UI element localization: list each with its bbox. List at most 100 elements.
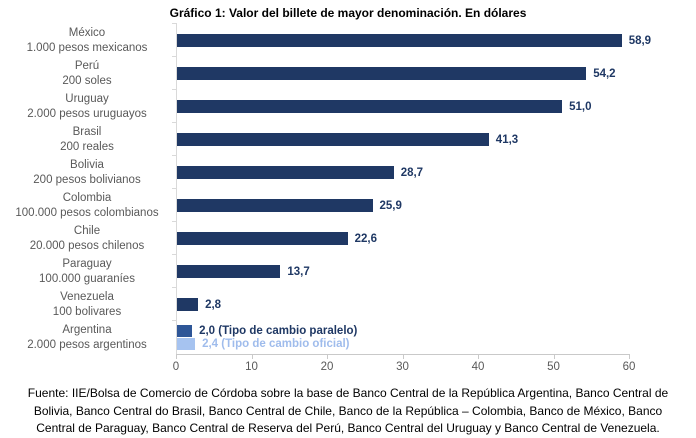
category-label: México 1.000 pesos mexicanos: [0, 24, 176, 57]
plot-cell: 54,2: [172, 56, 696, 90]
chart-row: México 1.000 pesos mexicanos 58,9: [0, 23, 696, 57]
chart-row: Perú 200 soles 54,2: [0, 56, 696, 90]
chart-row: Brasil 200 reales 41,3: [0, 122, 696, 156]
bar-line: 2,0 (Tipo de cambio paralelo): [177, 325, 696, 337]
chart-row: Uruguay 2.000 pesos uruguayos 51,0: [0, 89, 696, 123]
value-bar: [177, 325, 193, 337]
category-denomination: 1.000 pesos mexicanos: [26, 41, 148, 54]
plot-cell: 22,6: [172, 221, 696, 255]
category-label: Uruguay 2.000 pesos uruguayos: [0, 90, 176, 123]
category-label: Chile 20.000 pesos chilenos: [0, 222, 176, 255]
axis-tick: [629, 355, 630, 359]
source-note-line-2: Bolivia, Banco Central do Brasil, Banco …: [33, 403, 663, 418]
value-bar: [177, 199, 373, 212]
category-country: Argentina: [62, 323, 112, 336]
plot-cell: 2,0 (Tipo de cambio paralelo) 2,4 (Tipo d…: [172, 320, 696, 354]
source-note-line-1: Fuente: IIE/Bolsa de Comercio de Córdoba…: [27, 386, 669, 400]
value-bar: [177, 298, 199, 311]
bar-line: 54,2: [177, 67, 696, 80]
chart-row: Paraguay 100.000 guaraníes 13,7: [0, 254, 696, 288]
source-note: Fuente: IIE/Bolsa de Comercio de Córdoba…: [0, 385, 696, 438]
category-label: Perú 200 soles: [0, 57, 176, 90]
value-label: 54,2: [593, 67, 616, 80]
axis-tick: [327, 355, 328, 359]
bar-line: 41,3: [177, 133, 696, 146]
plot-cell: 41,3: [172, 122, 696, 156]
value-label: 41,3: [495, 133, 519, 146]
value-label: 13,7: [287, 265, 310, 278]
value-label: 25,9: [379, 199, 402, 212]
bar-chart: México 1.000 pesos mexicanos 58,9 Perú 200 s…: [0, 23, 696, 379]
axis-tick-label: 60: [622, 361, 636, 373]
category-country: Paraguay: [62, 257, 112, 270]
category-denomination: 20.000 pesos chilenos: [29, 239, 145, 252]
value-bar: [177, 67, 587, 80]
axis-tick-label: 40: [471, 361, 485, 373]
category-denomination: 100 bolivares: [52, 305, 122, 318]
category-denomination: 2.000 pesos argentinos: [27, 338, 147, 351]
category-denomination: 2.000 pesos uruguayos: [27, 107, 147, 120]
axis-tick: [553, 355, 555, 359]
value-label: 28,7: [400, 166, 424, 179]
axis-tick-label: 50: [547, 361, 560, 373]
chart-row: Venezuela 100 bolivares 2,8: [0, 287, 696, 321]
category-country: Uruguay: [65, 92, 109, 105]
category-label: Bolivia 200 pesos bolivianos: [0, 156, 176, 189]
axis-tick-label: 30: [396, 361, 409, 373]
axis-tick-label: 20: [320, 361, 334, 373]
bar-line: 2,8: [177, 298, 696, 311]
bar-line: 22,6: [177, 232, 696, 245]
value-label: 2,8: [205, 298, 222, 311]
value-bar: [177, 338, 196, 350]
category-country: Chile: [73, 224, 101, 237]
category-label: Venezuela 100 bolivares: [0, 288, 176, 321]
axis-tick: [176, 355, 177, 359]
value-bar: [177, 100, 563, 113]
category-label: Paraguay 100.000 guaraníes: [0, 255, 176, 288]
plot-cell: 2,8: [172, 287, 696, 321]
bar-line: 28,7: [177, 166, 696, 179]
chart-row: Chile 20.000 pesos chilenos 22,6: [0, 221, 696, 255]
plot-area: México 1.000 pesos mexicanos 58,9 Perú 200 s…: [0, 23, 696, 354]
bar-line: 2,4 (Tipo de cambio oficial): [177, 338, 696, 350]
x-axis: 0 10 20 30 40 50 60: [172, 354, 635, 379]
plot-cell: 51,0: [172, 89, 696, 123]
category-country: Colombia: [62, 191, 112, 204]
axis-tick-label: 0: [172, 361, 180, 373]
category-label: Brasil 200 reales: [0, 123, 176, 156]
category-denomination: 100.000 pesos colombianos: [15, 206, 159, 219]
plot-cell: 13,7: [172, 254, 696, 288]
bar-line: 58,9: [177, 34, 696, 47]
chart-title: Gráfico 1: Valor del billete de mayor de…: [169, 6, 527, 20]
bar-line: 51,0: [177, 100, 696, 113]
category-country: México: [68, 26, 106, 39]
category-label: Argentina 2.000 pesos argentinos: [0, 321, 176, 354]
category-country: Bolivia: [70, 158, 104, 171]
category-denomination: 200 pesos bolivianos: [33, 173, 141, 186]
category-country: Brasil: [72, 125, 102, 138]
value-bar: [177, 265, 281, 278]
chart-row: Bolivia 200 pesos bolivianos 28,7: [0, 155, 696, 189]
category-denomination: 100.000 guaraníes: [39, 272, 135, 285]
value-label: 58,9: [628, 34, 652, 47]
bar-line: 25,9: [177, 199, 696, 212]
chart-row: Argentina 2.000 pesos argentinos 2,0 (Tipo…: [0, 320, 696, 354]
bar-line: 13,7: [177, 265, 696, 278]
axis-tick-label: 10: [245, 361, 258, 373]
category-country: Venezuela: [60, 290, 114, 303]
value-label: 51,0: [569, 100, 592, 113]
category-denomination: 200 reales: [60, 140, 114, 153]
axis-tick: [478, 355, 479, 359]
plot-cell: 25,9: [172, 188, 696, 222]
axis-tick: [251, 355, 253, 359]
value-label: 2,4 (Tipo de cambio oficial): [202, 338, 350, 350]
value-bar: [177, 133, 489, 146]
plot-cell: 58,9: [172, 23, 696, 57]
chart-row: Colombia 100.000 pesos colombianos 25,9: [0, 188, 696, 222]
category-label: Colombia 100.000 pesos colombianos: [0, 189, 176, 222]
value-bar: [177, 34, 622, 47]
category-country: Perú: [74, 59, 100, 72]
category-denomination: 200 soles: [62, 74, 112, 87]
axis-tick: [402, 355, 404, 359]
